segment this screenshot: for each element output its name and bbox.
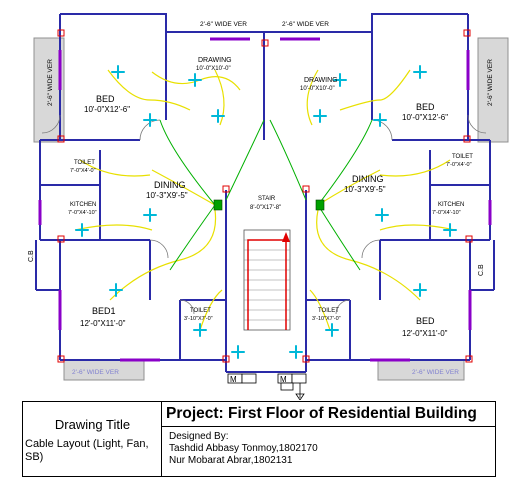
- room-size-toilet-w: 7'-0"X4'-0": [70, 168, 96, 174]
- windows: [38, 37, 492, 362]
- room-name-toilet-e: TOILET: [452, 154, 473, 160]
- room-size-drawing-e: 10'-0"X10'-0": [300, 86, 335, 92]
- project-title: Project: First Floor of Residential Buil…: [166, 405, 477, 422]
- stair: [243, 229, 291, 331]
- room-name-stair: STAIR: [258, 196, 276, 202]
- designed-by-label: Designed By:: [169, 431, 229, 442]
- room-size-toilet-sw: 3'-10"X7'-0": [184, 316, 213, 322]
- switch-boards: [213, 199, 325, 211]
- room-size-drawing-w: 10'-0"X10'-0": [196, 66, 231, 72]
- room-name-toilet-w: TOILET: [74, 160, 95, 166]
- cable-runs-green: [159, 119, 373, 271]
- fans: [75, 65, 457, 359]
- cable-runs: [74, 69, 456, 331]
- room-name-bed-se: BED: [416, 316, 435, 326]
- room-name-toilet-se: TOILET: [318, 308, 339, 314]
- room-name-bed-ne: BED: [416, 102, 435, 112]
- veranda-top-left: 2'-6" WIDE VER: [200, 21, 247, 28]
- stair-arrow: [247, 239, 287, 330]
- room-size-kitchen-w: 7'-0"X4'-10": [68, 210, 97, 216]
- room-size-dining-w: 10'-3"X9'-5": [146, 191, 188, 200]
- designers: Designed By: Tashdid Abbasy Tonmoy,18021…: [169, 431, 318, 467]
- room-size-bed1-sw: 12'-0"X11'-0": [80, 319, 126, 328]
- cupboard-right: C.B: [478, 264, 485, 276]
- room-name-bed1-sw: BED1: [92, 306, 116, 316]
- room-size-bed-nw: 10'-0"X12'-6": [84, 105, 130, 114]
- room-size-kitchen-e: 7'-0"X4'-10": [432, 210, 461, 216]
- room-name-drawing-w: DRAWING: [198, 57, 232, 64]
- veranda-bottom-right: 2'-6" WIDE VER: [412, 369, 459, 376]
- floor-plan: M M 2'-6" WIDE VER 2'-6" WIDE VER 2'-6" …: [28, 13, 509, 400]
- cupboard-left: C.B: [28, 250, 35, 262]
- veranda-bottom-left: 2'-6" WIDE VER: [72, 369, 119, 376]
- veranda-left: 2'-6" WIDE VER: [47, 59, 54, 106]
- meter-boxes: [227, 373, 307, 391]
- title-block: Drawing Title Cable Layout (Light, Fan, …: [22, 401, 496, 477]
- room-name-dining-w: DINING: [154, 180, 186, 190]
- room-size-bed-ne: 10'-0"X12'-6": [402, 113, 448, 122]
- veranda-top-right: 2'-6" WIDE VER: [282, 21, 329, 28]
- drawing-title-cell: Drawing Title Cable Layout (Light, Fan, …: [23, 402, 162, 476]
- room-name-kitchen-e: KITCHEN: [438, 202, 464, 208]
- room-size-bed-se: 12'-0"X11'-0": [402, 329, 448, 338]
- room-name-dining-e: DINING: [352, 174, 384, 184]
- drawing-title-label: Drawing Title: [54, 417, 131, 432]
- room-name-drawing-e: DRAWING: [304, 77, 338, 84]
- meter-left-label: M: [230, 375, 237, 384]
- drawing-title-value: Cable Layout (Light, Fan, SB): [25, 438, 149, 463]
- room-name-kitchen-w: KITCHEN: [70, 202, 96, 208]
- columns: [57, 29, 473, 363]
- room-name-toilet-sw: TOILET: [190, 308, 211, 314]
- project-cell: Project: First Floor of Residential Buil…: [162, 402, 495, 427]
- meter-right-label: M: [280, 375, 287, 384]
- veranda-right: 2'-6" WIDE VER: [487, 59, 494, 106]
- room-name-bed-nw: BED: [96, 94, 115, 104]
- room-size-toilet-se: 3'-10"X7'-0": [312, 316, 341, 322]
- room-size-dining-e: 10'-3"X9'-5": [344, 185, 386, 194]
- room-size-toilet-e: 7'-0"X4'-0": [446, 162, 472, 168]
- designer-1: Tashdid Abbasy Tonmoy,1802170: [169, 443, 318, 454]
- designer-2: Nur Mobarat Abrar,1802131: [169, 455, 293, 466]
- room-size-stair: 8'-0"X17'-8": [250, 205, 281, 211]
